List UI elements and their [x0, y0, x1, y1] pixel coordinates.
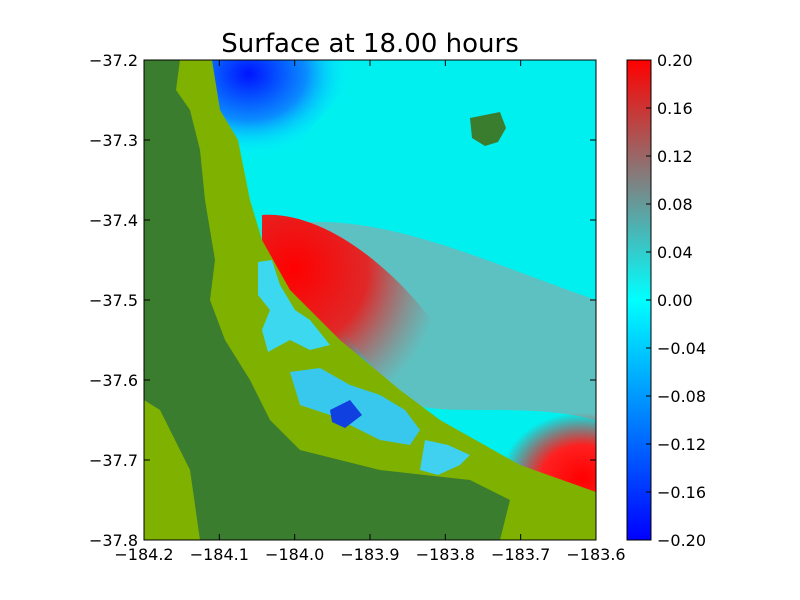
x-tick-label: −183.6 — [566, 545, 625, 564]
y-tick-label: −37.5 — [89, 291, 138, 310]
inland-water-3 — [420, 440, 470, 475]
colorbar-tick-label: 0.16 — [657, 99, 693, 118]
colorbar-tick-label: 0.00 — [657, 291, 693, 310]
colorbar-tick-label: −0.16 — [657, 483, 706, 502]
colorbar-axis: 0.20 0.16 0.12 0.08 0.04 0.00 −0.04 −0.08 −0.12 −… — [646, 51, 706, 550]
inland-water-1 — [258, 260, 330, 352]
y-tick-label: −37.7 — [89, 451, 138, 470]
y-tick-label: −37.2 — [89, 51, 138, 70]
water-low-zone — [205, 60, 380, 200]
x-tick-label: −184.1 — [190, 545, 249, 564]
y-tick-label: −37.4 — [89, 211, 138, 230]
colorbar-tick-label: 0.04 — [657, 243, 693, 262]
y-tick-label: −37.8 — [89, 531, 138, 550]
land-interior — [144, 60, 510, 540]
x-tick-label: −183.8 — [416, 545, 475, 564]
colorbar-tick-label: −0.12 — [657, 435, 706, 454]
x-tick-label: −183.9 — [340, 545, 399, 564]
x-tick-label: −184.2 — [114, 545, 173, 564]
heatmap-field — [144, 60, 596, 540]
water-high-zone — [262, 214, 474, 432]
chart-title: Surface at 18.00 hours — [221, 29, 519, 59]
y-tick-label: −37.3 — [89, 131, 138, 150]
colorbar-tick-label: −0.04 — [657, 339, 706, 358]
x-tick-label: −183.7 — [491, 545, 550, 564]
colorbar-tick-label: 0.20 — [657, 51, 693, 70]
x-tick-label: −184.0 — [265, 545, 324, 564]
colorbar-tick-label: 0.08 — [657, 195, 693, 214]
y-axis: −37.2 −37.3 −37.4 −37.5 −37.6 −37.7 −37.8 — [89, 51, 596, 550]
x-axis: −184.2 −184.1 −184.0 −183.9 −183.8 −183.7 −183… — [114, 60, 626, 564]
colorbar-tick-label: −0.08 — [657, 387, 706, 406]
y-tick-label: −37.6 — [89, 371, 138, 390]
inland-water-deep — [330, 400, 362, 428]
land-west-patch — [144, 400, 200, 540]
offshore-island — [470, 112, 506, 146]
colorbar-tick-label: 0.12 — [657, 147, 693, 166]
colorbar-tick-label: −0.20 — [657, 531, 706, 550]
